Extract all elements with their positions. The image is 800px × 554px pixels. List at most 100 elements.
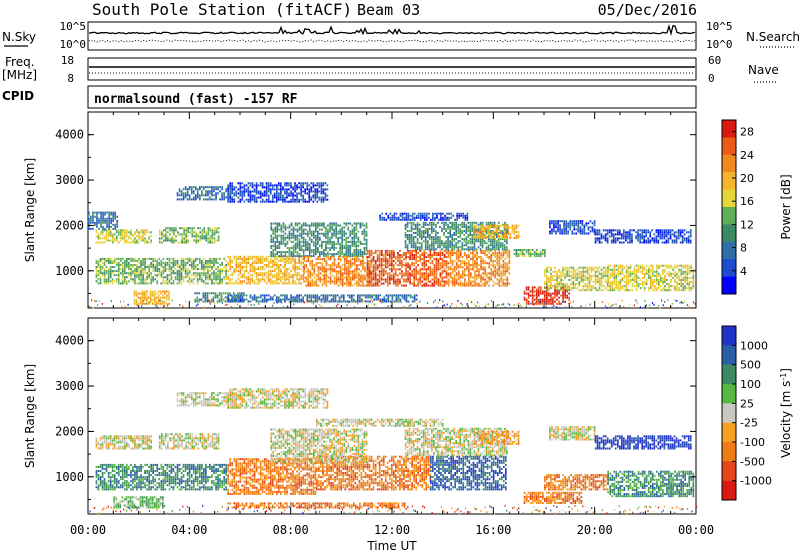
echo-cell	[302, 236, 305, 239]
echo-cell	[190, 264, 193, 266]
echo-cell	[331, 266, 334, 269]
echo-cell	[393, 260, 395, 263]
echo-cell	[201, 266, 203, 268]
echo-cell	[315, 228, 317, 231]
echo-cell	[217, 274, 219, 277]
echo-cell	[305, 284, 308, 287]
echo-cell	[203, 261, 205, 264]
echo-cell	[433, 280, 436, 283]
echo-cell	[150, 231, 152, 234]
echo-cell	[249, 266, 252, 268]
echo-cell	[284, 280, 286, 283]
echo-cell	[176, 274, 179, 277]
echo-cell	[488, 272, 490, 275]
echo-cell	[481, 226, 483, 229]
echo-cell	[578, 289, 581, 292]
echo-cell	[513, 253, 516, 256]
echo-cell	[140, 231, 142, 234]
echo-cell	[427, 276, 430, 279]
echo-cell	[437, 246, 439, 249]
echo-cell	[488, 264, 490, 267]
echo-cell	[99, 278, 102, 281]
echo-cell	[494, 254, 496, 256]
echo-cell	[327, 247, 329, 249]
echo-cell	[366, 256, 369, 259]
echo-cell	[435, 232, 437, 234]
echo-cell	[380, 254, 383, 256]
echo-cell	[201, 192, 203, 195]
echo-cell	[315, 226, 317, 229]
echo-cell	[182, 264, 185, 266]
echo-cell	[447, 232, 449, 234]
echo-cell	[457, 230, 460, 232]
echo-cell	[487, 236, 490, 239]
echo-cell	[307, 280, 310, 283]
echo-cell	[265, 282, 268, 285]
echo-cell	[103, 261, 106, 264]
echo-cell	[453, 282, 456, 285]
echo-cell	[333, 262, 336, 265]
echo-cell	[500, 264, 503, 267]
echo-cell	[529, 253, 532, 256]
echo-cell	[211, 190, 213, 193]
echo-cell	[609, 281, 612, 283]
echo-cell	[109, 276, 112, 279]
echo-cell	[187, 231, 189, 234]
echo-cell	[506, 280, 509, 283]
echo-cell	[368, 278, 370, 281]
echo-cell	[499, 238, 502, 241]
echo-cell	[335, 272, 338, 275]
echo-cell	[384, 249, 387, 252]
echo-cell	[310, 224, 313, 227]
echo-cell	[241, 196, 244, 199]
echo-cell	[386, 274, 389, 277]
echo-cell	[395, 282, 397, 285]
echo-cell	[99, 237, 102, 240]
echo-cell	[308, 236, 311, 239]
echo-cell	[550, 276, 552, 279]
echo-cell	[294, 268, 296, 271]
echo-cell	[311, 280, 314, 283]
echo-cell	[376, 258, 379, 261]
echo-cell	[134, 272, 136, 275]
echo-cell	[613, 281, 616, 283]
echo-cell	[431, 278, 434, 281]
echo-cell	[95, 241, 98, 244]
echo-cell	[383, 216, 386, 219]
echo-cell	[360, 280, 362, 283]
echo-cell	[395, 280, 397, 283]
echo-cell	[419, 278, 422, 281]
echo-cell	[533, 255, 536, 258]
echo-cell	[490, 278, 492, 281]
echo-cell	[207, 231, 210, 234]
echo-cell	[313, 270, 316, 273]
echo-cell	[108, 225, 110, 228]
echo-cell	[239, 257, 242, 260]
echo-cell	[360, 270, 362, 273]
echo-cell	[370, 258, 373, 261]
echo-cell	[319, 278, 322, 281]
echo-cell	[568, 274, 570, 277]
echo-cell	[495, 240, 498, 243]
echo-cell	[203, 237, 206, 240]
echo-cell	[568, 279, 570, 281]
echo-cell	[317, 266, 320, 269]
echo-cell	[298, 272, 300, 275]
echo-cell	[485, 226, 487, 229]
echo-cell	[280, 240, 283, 243]
echo-cell	[527, 300, 530, 303]
echo-cell	[422, 230, 425, 232]
echo-cell	[233, 198, 236, 201]
echo-cell	[318, 190, 321, 193]
echo-cell	[513, 232, 516, 235]
echo-cell	[544, 296, 546, 299]
echo-cell	[406, 236, 409, 239]
echo-cell	[343, 270, 346, 273]
echo-cell	[451, 278, 454, 281]
echo-cell	[294, 234, 297, 237]
echo-cell	[182, 259, 185, 262]
echo-cell	[486, 280, 488, 283]
echo-cell	[325, 226, 327, 229]
echo-cell	[433, 240, 435, 243]
echo-cell	[329, 276, 332, 279]
